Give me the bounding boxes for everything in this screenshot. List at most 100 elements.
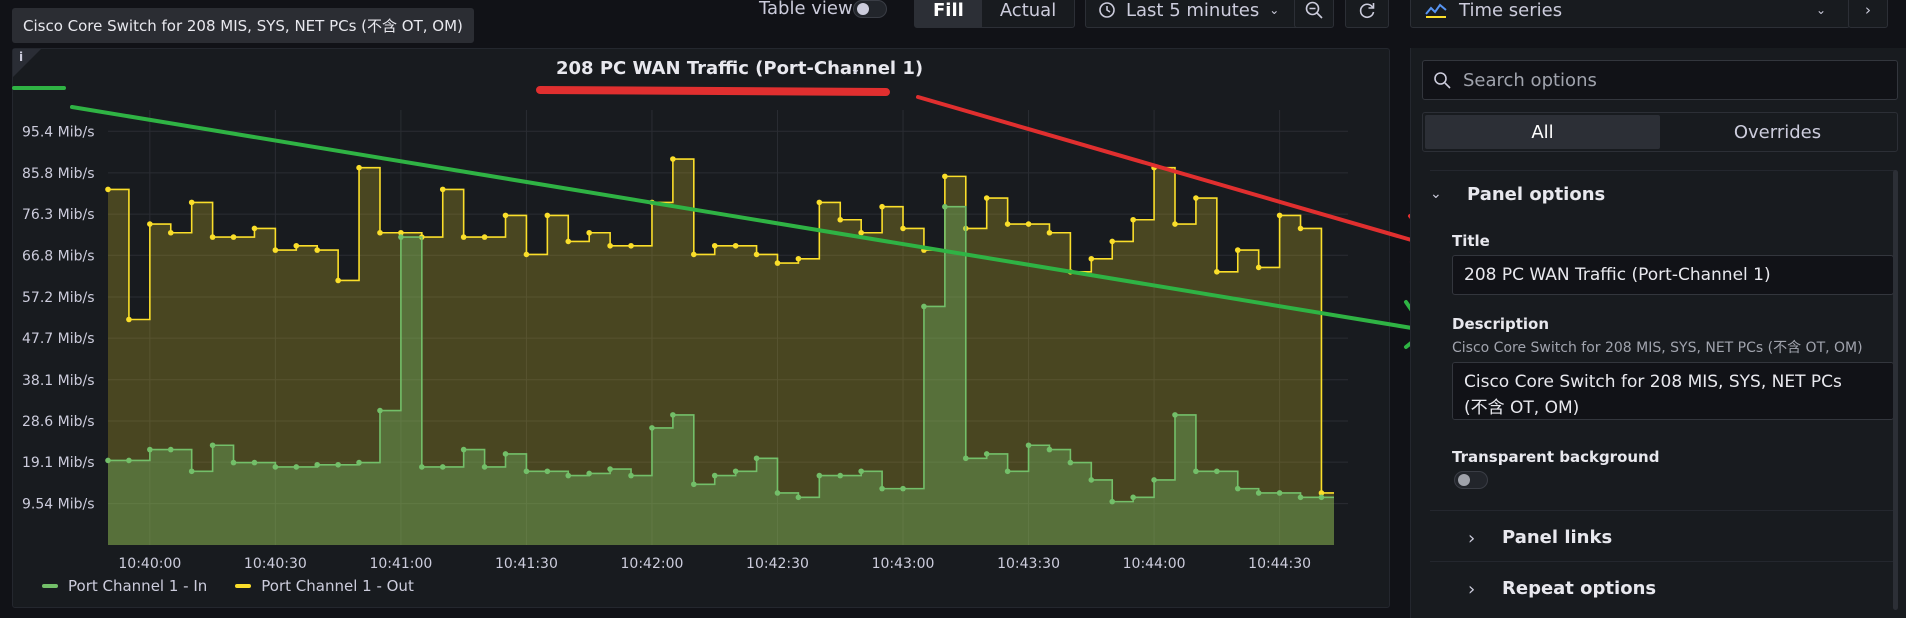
data-point-in — [188, 468, 195, 475]
chevron-down-icon: ⌄ — [1269, 3, 1280, 17]
data-point-in — [753, 455, 760, 462]
transparent-background-label: Transparent background — [1452, 448, 1660, 466]
data-point-out — [942, 173, 948, 180]
data-point-in — [1318, 494, 1325, 501]
fill-mode-segmented-control: Fill Actual — [914, 0, 1076, 28]
y-tick-label: 95.4 Mib/s — [22, 124, 95, 140]
panel-options-header[interactable]: Panel options — [1467, 184, 1606, 205]
description-help-text: Cisco Core Switch for 208 MIS, SYS, NET … — [1452, 340, 1863, 356]
panel-title[interactable]: 208 PC WAN Traffic (Port-Channel 1) — [556, 58, 924, 79]
data-point-out — [1214, 268, 1220, 275]
options-tabs: All Overrides — [1422, 112, 1898, 152]
data-point-out — [439, 186, 446, 193]
description-textarea[interactable] — [1452, 362, 1894, 420]
legend-label-out: Port Channel 1 - Out — [261, 577, 414, 595]
data-point-out — [167, 229, 174, 236]
data-point-in — [628, 472, 634, 479]
data-point-out — [670, 156, 676, 162]
data-point-in — [900, 485, 906, 492]
legend-item-in[interactable]: Port Channel 1 - In — [42, 577, 207, 595]
search-options-input[interactable] — [1461, 68, 1885, 92]
info-icon[interactable]: i — [19, 50, 24, 64]
data-point-in — [921, 303, 927, 310]
chevron-down-icon: ⌄ — [1816, 3, 1827, 17]
data-point-in — [293, 464, 300, 470]
data-point-in — [377, 407, 383, 414]
panel-links-header[interactable]: Panel links — [1502, 527, 1613, 548]
data-point-out — [1004, 221, 1011, 227]
data-point-out — [460, 234, 467, 240]
data-point-in — [1234, 485, 1241, 492]
chevron-right-icon[interactable]: › — [1468, 528, 1476, 549]
data-point-out — [272, 247, 279, 253]
data-point-in — [356, 459, 362, 466]
data-point-out — [1276, 212, 1283, 219]
data-point-in — [314, 461, 321, 468]
data-point-in — [147, 446, 153, 453]
fill-button[interactable]: Fill — [915, 0, 982, 27]
panel-menu-chevron-icon[interactable]: ⌄ — [850, 62, 861, 77]
data-point-in — [816, 472, 823, 479]
tab-all[interactable]: All — [1425, 115, 1660, 149]
chevron-down-icon[interactable]: ⌄ — [1430, 186, 1442, 202]
x-tick-label: 10:44:00 — [1123, 556, 1186, 572]
data-point-out — [586, 229, 592, 236]
chevron-right-icon[interactable]: › — [1468, 579, 1476, 600]
data-point-out — [1234, 247, 1241, 253]
refresh-button[interactable] — [1345, 0, 1389, 28]
data-point-in — [983, 451, 990, 457]
table-view-toggle[interactable] — [853, 0, 887, 18]
collapse-pane-button[interactable]: › — [1848, 0, 1888, 28]
data-point-out — [209, 234, 216, 240]
actual-button[interactable]: Actual — [999, 0, 1057, 21]
data-point-in — [732, 468, 739, 475]
x-tick-label: 10:42:00 — [621, 556, 684, 572]
legend-swatch-out — [235, 584, 252, 588]
panel-description-tooltip: Cisco Core Switch for 208 MIS, SYS, NET … — [12, 8, 474, 43]
data-point-in — [942, 203, 948, 210]
chevron-right-icon: › — [1865, 1, 1871, 19]
data-point-in — [670, 412, 676, 418]
annotation-green-arrow — [70, 105, 1426, 332]
data-point-out — [691, 251, 697, 258]
x-tick-label: 10:41:30 — [495, 556, 558, 572]
data-point-out — [837, 216, 844, 223]
repeat-options-header[interactable]: Repeat options — [1502, 578, 1657, 599]
data-point-out — [230, 234, 237, 240]
transparent-background-toggle[interactable] — [1454, 471, 1488, 489]
data-point-out — [356, 164, 362, 171]
y-tick-label: 57.2 Mib/s — [22, 290, 95, 306]
search-options-field[interactable] — [1422, 60, 1898, 100]
data-point-in — [1255, 490, 1262, 496]
data-point-out — [1025, 221, 1032, 227]
data-point-out — [795, 255, 802, 262]
data-point-in — [460, 446, 467, 453]
data-point-in — [607, 466, 613, 472]
data-point-in — [105, 457, 111, 464]
table-view-label: Table view — [759, 0, 853, 19]
options-scrollbar[interactable] — [1893, 170, 1898, 610]
panel-info-corner[interactable] — [13, 49, 41, 77]
tab-overrides[interactable]: Overrides — [1733, 121, 1822, 143]
time-series-icon — [1425, 3, 1447, 18]
time-range-picker[interactable]: Last 5 minutes ⌄ — [1085, 0, 1325, 28]
data-point-in — [523, 468, 530, 475]
zoom-out-button[interactable] — [1294, 0, 1334, 28]
data-point-in — [230, 459, 237, 466]
y-tick-label: 47.7 Mib/s — [22, 331, 95, 347]
data-point-in — [795, 494, 802, 501]
data-point-in — [1088, 477, 1095, 483]
visualization-picker[interactable]: Time series ⌄ — [1410, 0, 1850, 28]
legend-item-out[interactable]: Port Channel 1 - Out — [235, 577, 414, 595]
data-point-out — [1046, 229, 1053, 236]
time-range-label: Last 5 minutes — [1126, 0, 1260, 21]
data-point-in — [1004, 468, 1011, 475]
zoom-out-icon — [1305, 1, 1323, 19]
title-input[interactable]: 208 PC WAN Traffic (Port-Channel 1) — [1452, 255, 1894, 295]
x-tick-label: 10:43:30 — [997, 556, 1060, 572]
data-point-out — [523, 251, 530, 258]
y-tick-label: 85.8 Mib/s — [22, 166, 95, 182]
data-point-out — [732, 242, 739, 249]
data-point-in — [837, 472, 844, 479]
